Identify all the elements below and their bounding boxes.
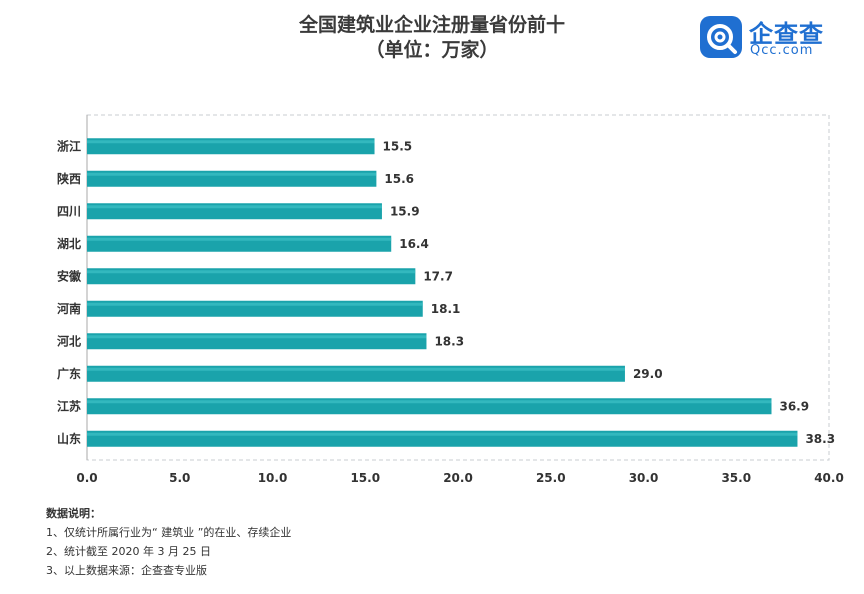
category-label-6: 河南: [56, 301, 81, 316]
logo-name: 企查查: [749, 20, 824, 48]
qcc-logo-icon: [700, 16, 742, 58]
bar-highlight-3: [87, 205, 382, 209]
category-label-10: 山东: [57, 431, 81, 446]
x-tick-label-8: 35.0: [721, 471, 751, 485]
value-label-4: 16.4: [399, 237, 429, 251]
x-tick-label-2: 5.0: [169, 471, 190, 485]
category-label-1: 浙江: [57, 138, 81, 153]
value-label-1: 15.5: [383, 139, 413, 153]
category-label-5: 安徽: [57, 268, 82, 283]
logo-domain: Qcc.com: [750, 43, 814, 58]
category-label-4: 湖北: [57, 236, 81, 251]
bar-chart: 浙江 15.5 陕西 15.6 四川 15.9 湖北 16.4 安徽 17.7 河南 18.1 河北 18…: [56, 114, 844, 485]
bar-highlight-6: [87, 302, 423, 306]
bar-highlight-2: [87, 172, 377, 176]
note-item-2: 2、统计截至 2020 年 3 月 25 日: [46, 545, 211, 558]
x-tick-label-3: 10.0: [258, 471, 288, 485]
category-label-2: 陕西: [57, 171, 81, 186]
bar-highlight-10: [87, 432, 798, 436]
category-label-8: 广东: [57, 366, 81, 381]
value-label-9: 36.9: [779, 399, 809, 413]
value-label-8: 29.0: [633, 367, 663, 381]
note-item-3: 3、以上数据来源：企查查专业版: [46, 564, 207, 577]
chart-subtitle: （单位：万家）: [365, 39, 499, 61]
bar-highlight-4: [87, 237, 392, 241]
category-label-9: 江苏: [57, 398, 81, 413]
value-label-7: 18.3: [434, 334, 464, 348]
bar-highlight-1: [87, 140, 375, 144]
x-tick-label-7: 30.0: [629, 471, 659, 485]
x-tick-label-4: 15.0: [350, 471, 380, 485]
x-tick-label-5: 20.0: [443, 471, 473, 485]
x-tick-label-9: 40.0: [814, 471, 844, 485]
chart-title: 全国建筑业企业注册量省份前十: [298, 14, 565, 36]
data-notes: 数据说明： 1、仅统计所属行业为“ 建筑业 ”的在业、存续企业 2、统计截至 2…: [46, 504, 291, 580]
x-tick-label-6: 25.0: [536, 471, 566, 485]
category-label-3: 四川: [57, 204, 81, 218]
value-label-5: 17.7: [423, 269, 453, 283]
value-label-3: 15.9: [390, 204, 420, 218]
bar-highlight-5: [87, 270, 416, 274]
plot-frame: [86, 114, 830, 461]
note-item-1: 1、仅统计所属行业为“ 建筑业 ”的在业、存续企业: [46, 526, 292, 539]
bar-highlight-7: [87, 335, 427, 339]
bar-highlight-9: [87, 400, 772, 404]
value-label-6: 18.1: [431, 302, 461, 316]
value-label-2: 15.6: [384, 172, 414, 186]
x-tick-label-1: 0.0: [76, 471, 97, 485]
notes-heading: 数据说明：: [46, 507, 101, 520]
bar-highlight-8: [87, 367, 625, 371]
value-label-10: 38.3: [805, 432, 835, 446]
category-label-7: 河北: [56, 333, 81, 348]
